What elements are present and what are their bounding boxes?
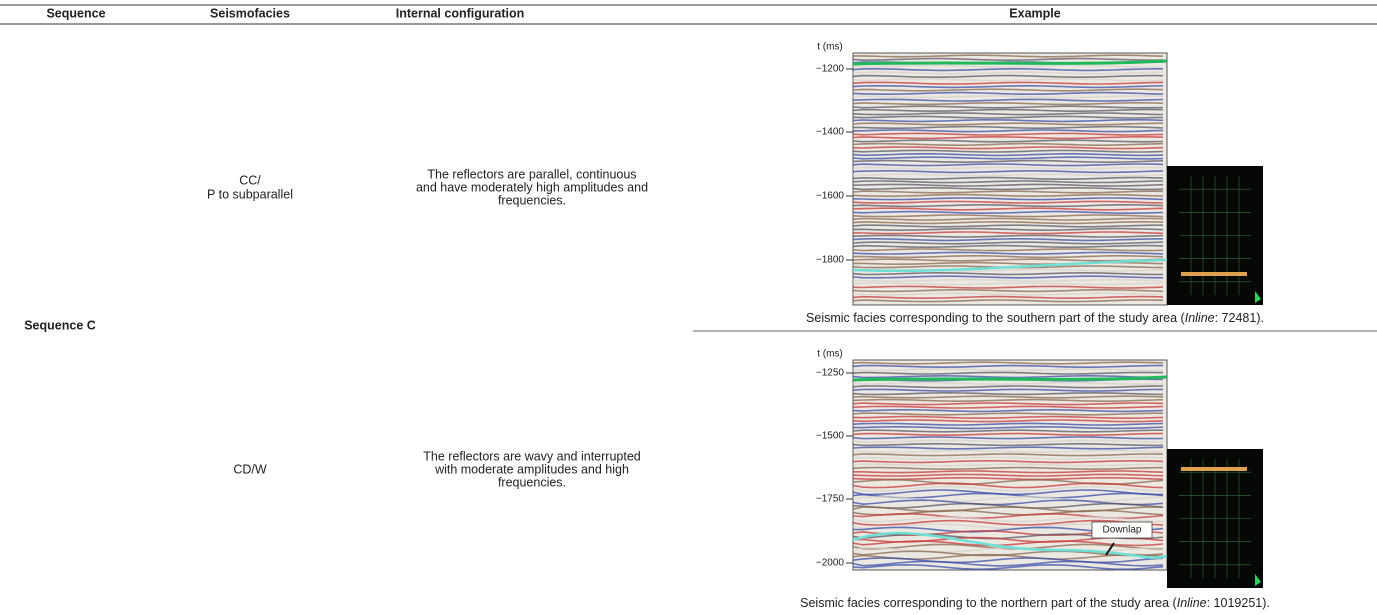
seismofacies: P to subparallel bbox=[207, 187, 293, 201]
sequence-label: Sequence C bbox=[24, 318, 96, 332]
inset-slice bbox=[1181, 272, 1247, 276]
seismofacies: CC/ bbox=[239, 173, 261, 187]
configuration: frequencies. bbox=[498, 193, 566, 207]
configuration: The reflectors are wavy and interrupted bbox=[423, 449, 641, 463]
configuration: and have moderately high amplitudes and bbox=[416, 180, 648, 194]
page: Sequence Seismofacies Internal configurati… bbox=[0, 0, 1377, 615]
header-cell: Seismofacies bbox=[210, 6, 290, 20]
axis-tick-label: −1200 bbox=[816, 64, 845, 75]
caption: Seismic facies corresponding to the sout… bbox=[806, 311, 1264, 325]
inset-slice bbox=[1181, 467, 1247, 471]
configuration: The reflectors are parallel, continuous bbox=[427, 167, 636, 181]
axis-tick-label: −1400 bbox=[816, 127, 845, 138]
seismofacies: CD/W bbox=[233, 462, 267, 476]
configuration: with moderate amplitudes and high bbox=[434, 462, 629, 476]
header-cell: Example bbox=[1009, 6, 1060, 20]
caption-part: Inline bbox=[1185, 311, 1215, 325]
axis-tick-label: −1500 bbox=[816, 431, 845, 442]
caption-part: : 1019251). bbox=[1207, 596, 1270, 610]
axis-tick-label: −1800 bbox=[816, 255, 845, 266]
header-cell: Internal configuration bbox=[396, 6, 524, 20]
caption-part: : 72481). bbox=[1215, 311, 1264, 325]
caption: Seismic facies corresponding to the nort… bbox=[800, 596, 1270, 610]
axis-tick-label: −1750 bbox=[816, 494, 845, 505]
axis-tick-label: −1250 bbox=[816, 368, 845, 379]
caption-part: Seismic facies corresponding to the nort… bbox=[800, 596, 1177, 610]
axis-tick-label: −2000 bbox=[816, 558, 845, 569]
axis-tick-label: −1600 bbox=[816, 191, 845, 202]
caption-part: Seismic facies corresponding to the sout… bbox=[806, 311, 1186, 325]
axis-label: t (ms) bbox=[817, 349, 843, 360]
annotation: Downlap bbox=[1103, 525, 1142, 536]
header-cell: Sequence bbox=[46, 6, 105, 20]
caption-part: Inline bbox=[1177, 596, 1207, 610]
axis-label: t (ms) bbox=[817, 42, 843, 53]
configuration: frequencies. bbox=[498, 475, 566, 489]
